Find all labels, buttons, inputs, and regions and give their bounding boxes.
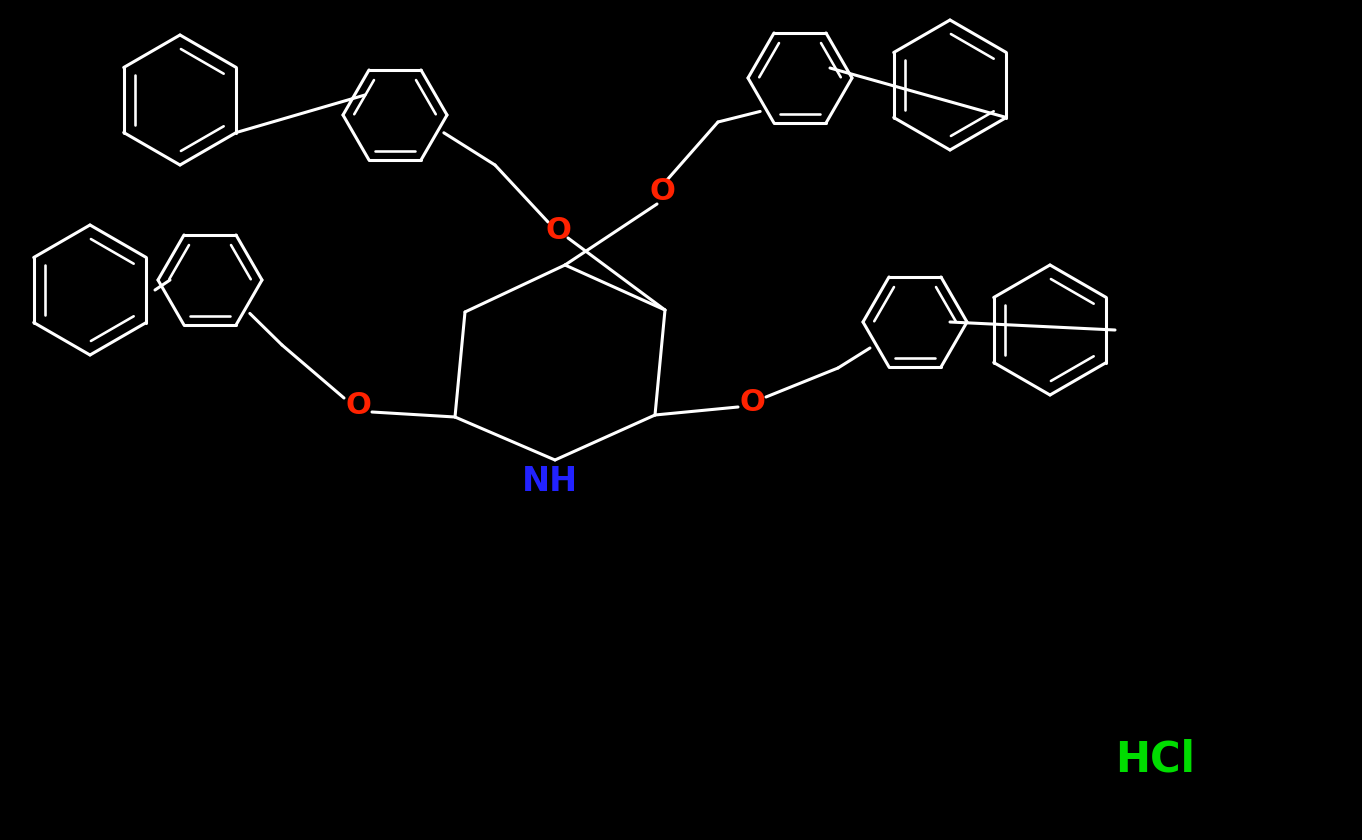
Text: NH: NH (522, 465, 577, 498)
Text: O: O (545, 216, 571, 244)
Text: HCl: HCl (1115, 739, 1194, 781)
Text: O: O (650, 177, 676, 207)
Text: O: O (740, 387, 765, 417)
Text: O: O (345, 391, 370, 419)
